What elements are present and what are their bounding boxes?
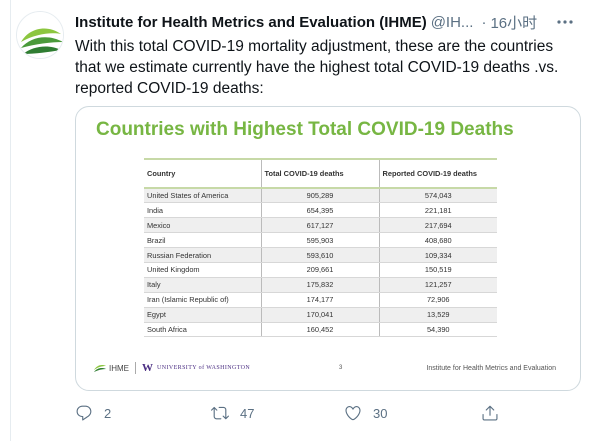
reported-deaths-cell: 13,529 (378, 307, 497, 323)
total-deaths-cell: 595,903 (260, 232, 379, 249)
country-cell: South Africa (144, 322, 261, 338)
avatar[interactable] (16, 11, 64, 59)
reported-deaths-cell: 574,043 (378, 188, 497, 204)
reported-deaths-cell: 150,519 (378, 262, 497, 278)
column-header-total: Total COVID-19 deaths (260, 158, 379, 189)
slide-page-number: 3 (339, 365, 343, 371)
tweet-text: With this total COVID-19 mortality adjus… (75, 38, 559, 97)
author-handle[interactable]: @IH... (430, 13, 474, 31)
reported-deaths-cell: 54,390 (378, 322, 497, 338)
table-row: Russian Federation 593,610 109,334 (144, 247, 497, 263)
timestamp[interactable]: 16小时 (490, 14, 538, 32)
total-deaths-cell: 905,289 (260, 188, 379, 204)
country-cell: Russian Federation (144, 247, 261, 263)
country-cell: Egypt (144, 307, 261, 323)
reported-deaths-cell: 408,680 (378, 232, 497, 249)
uw-logo-text: UNIVERSITY of WASHINGTON (157, 365, 251, 371)
avatar-logo (17, 12, 63, 58)
reply-icon (76, 405, 92, 421)
reported-deaths-cell: 109,334 (378, 247, 497, 263)
total-deaths-cell: 654,395 (260, 202, 379, 219)
table-header-row: Country Total COVID-19 deaths Reported C… (144, 158, 497, 189)
reported-deaths-cell: 217,694 (378, 217, 497, 234)
table-row: South Africa 160,452 54,390 (144, 322, 497, 338)
slide-org-name: Institute for Health Metrics and Evaluat… (426, 364, 556, 372)
tweet-media-image[interactable]: Countries with Highest Total COVID-19 De… (75, 106, 581, 391)
country-cell: United States of America (144, 188, 261, 204)
total-deaths-cell: 160,452 (260, 322, 379, 338)
timeline-divider (10, 0, 11, 441)
total-deaths-cell: 617,127 (260, 217, 379, 234)
country-cell: Italy (144, 277, 261, 293)
table-row: Egypt 170,041 13,529 (144, 307, 497, 323)
ihme-logo-text: IHME (109, 363, 129, 373)
author-name[interactable]: Institute for Health Metrics and Evaluat… (75, 13, 427, 31)
tweet-header: Institute for Health Metrics and Evaluat… (75, 12, 590, 32)
table-row: India 654,395 221,181 (144, 202, 497, 219)
country-cell: India (144, 202, 261, 219)
table-row: Iran (Islamic Republic of) 174,177 72,90… (144, 292, 497, 308)
reply-count: 2 (104, 405, 112, 421)
uw-w-mark: W (142, 362, 153, 374)
column-header-country: Country (144, 158, 261, 189)
ihme-leaf-icon (94, 364, 106, 372)
share-icon (482, 405, 498, 421)
total-deaths-cell: 174,177 (260, 292, 379, 308)
country-cell: Brazil (144, 232, 261, 249)
slide-footer: IHME W UNIVERSITY of WASHINGTON 3 Instit… (94, 360, 564, 376)
more-icon[interactable] (554, 12, 576, 32)
reported-deaths-cell: 221,181 (378, 202, 497, 219)
slide-title: Countries with Highest Total COVID-19 De… (96, 119, 514, 140)
table-row: Brazil 595,903 408,680 (144, 232, 497, 249)
table-row: United States of America 905,289 574,043 (144, 188, 497, 204)
like-button[interactable]: 30 (344, 402, 387, 424)
share-button[interactable] (481, 402, 499, 424)
deaths-table: Country Total COVID-19 deaths Reported C… (144, 158, 497, 338)
header-separator: · (481, 13, 487, 31)
footer-divider (135, 362, 136, 374)
total-deaths-cell: 175,832 (260, 277, 379, 293)
like-icon (345, 406, 361, 421)
table-row: Mexico 617,127 217,694 (144, 217, 497, 234)
retweet-count: 47 (240, 405, 255, 421)
reported-deaths-cell: 72,906 (378, 292, 497, 308)
total-deaths-cell: 593,610 (260, 247, 379, 263)
total-deaths-cell: 209,661 (260, 262, 379, 278)
tweet-actions: 2 47 30 (75, 402, 505, 424)
table-body: United States of America 905,289 574,043… (144, 188, 497, 338)
reported-deaths-cell: 121,257 (378, 277, 497, 293)
ihme-logo: IHME (94, 364, 129, 373)
country-cell: Mexico (144, 217, 261, 234)
column-header-reported: Reported COVID-19 deaths (378, 158, 497, 189)
total-deaths-cell: 170,041 (260, 307, 379, 323)
like-count: 30 (373, 405, 388, 421)
uw-logo: W UNIVERSITY of WASHINGTON (142, 362, 250, 374)
reply-button[interactable]: 2 (75, 402, 111, 424)
table-row: Italy 175,832 121,257 (144, 277, 497, 293)
table-row: United Kingdom 209,661 150,519 (144, 262, 497, 278)
retweet-button[interactable]: 47 (211, 402, 254, 424)
country-cell: United Kingdom (144, 262, 261, 278)
country-cell: Iran (Islamic Republic of) (144, 292, 261, 308)
retweet-icon (211, 406, 229, 420)
